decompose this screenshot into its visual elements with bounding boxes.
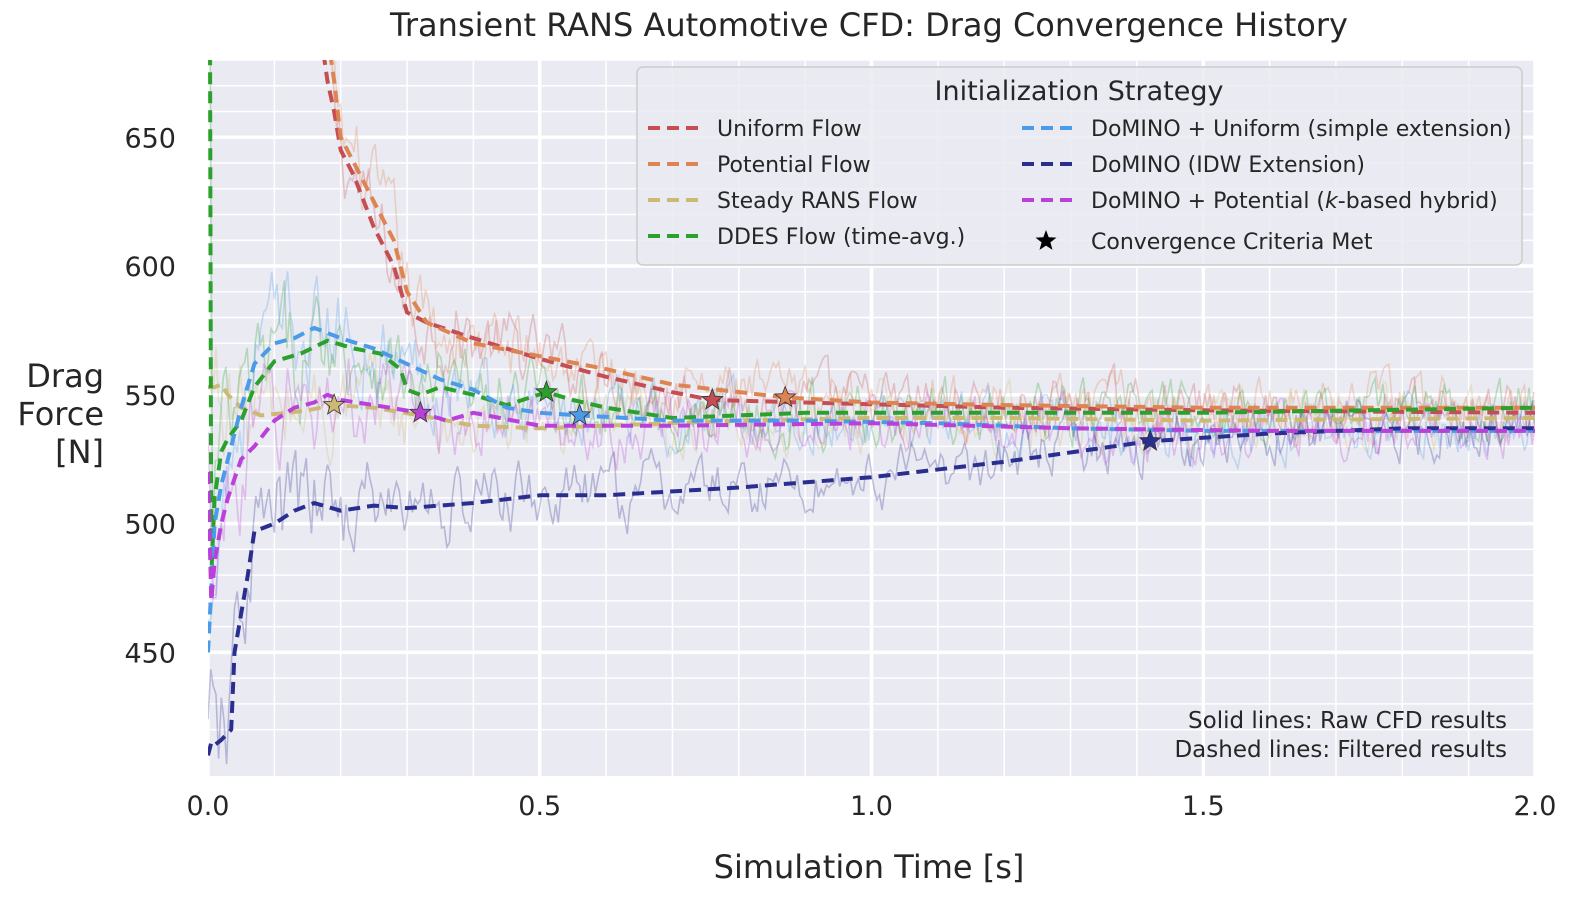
series-1-convergence-star [773, 385, 797, 408]
series-2-filtered-line [208, 382, 1535, 431]
x-tick-label: 1.0 [850, 791, 893, 822]
x-tick-label: 0.0 [187, 791, 230, 822]
x-tick-label: 1.5 [1182, 791, 1225, 822]
series-3-convergence-star [534, 380, 558, 403]
x-axis-label: Simulation Time [s] [714, 848, 1025, 886]
legend: Initialization Strategy Uniform Flow Pot… [636, 66, 1523, 266]
series-0-convergence-star [700, 387, 724, 410]
legend-label-domino-potential-b: -based hybrid) [1338, 189, 1498, 214]
legend-label-uniform: Uniform Flow [717, 117, 862, 142]
x-axis-ticks: 0.0 0.5 1.0 1.5 2.0 [187, 791, 1557, 822]
series-2-convergence-star [322, 392, 346, 415]
legend-label-steady-rans: Steady RANS Flow [717, 189, 918, 214]
y-tick-label: 550 [124, 381, 176, 412]
y-axis-label-line2: Force [17, 395, 104, 433]
y-axis-ticks: 450 500 550 600 650 [124, 123, 176, 669]
y-tick-label: 600 [124, 252, 176, 283]
legend-box [636, 66, 1523, 266]
legend-title: Initialization Strategy [935, 76, 1224, 107]
x-tick-label: 2.0 [1514, 791, 1557, 822]
y-axis-label-line1: Drag [26, 357, 104, 395]
legend-label-ddes: DDES Flow (time-avg.) [717, 225, 965, 250]
legend-label-domino-potential: DoMINO + Potential (k-based hybrid) [1091, 189, 1498, 214]
y-tick-label: 450 [124, 638, 176, 669]
series-5-convergence-star [1138, 429, 1162, 452]
y-tick-label: 500 [124, 510, 176, 541]
legend-label-convergence: Convergence Criteria Met [1091, 230, 1373, 255]
legend-label-potential: Potential Flow [717, 153, 871, 178]
annotation-raw: Solid lines: Raw CFD results [1188, 708, 1507, 734]
chart-title: Transient RANS Automotive CFD: Drag Conv… [389, 6, 1348, 44]
legend-label-domino-potential-a: DoMINO + Potential ( [1091, 189, 1325, 214]
x-tick-label: 0.5 [518, 791, 561, 822]
series-1-filtered-line [329, 60, 1535, 410]
convergence-markers [322, 380, 1162, 452]
series-6-filtered-line [208, 392, 1535, 603]
annotation-filtered: Dashed lines: Filtered results [1174, 737, 1507, 763]
legend-label-domino-uniform: DoMINO + Uniform (simple extension) [1091, 117, 1512, 142]
legend-label-domino-potential-k: k [1325, 189, 1339, 214]
series-6-convergence-star [408, 400, 432, 423]
series-5-filtered-line [208, 426, 1535, 756]
y-axis-label-line3: [N] [55, 433, 104, 471]
filtered-lines-group [208, 60, 1535, 756]
series-4-filtered-line [208, 325, 1535, 653]
series-4-convergence-star [568, 403, 592, 426]
series-0-raw-line [331, 60, 1535, 452]
legend-label-domino-idw: DoMINO (IDW Extension) [1091, 153, 1365, 178]
y-tick-label: 650 [124, 123, 176, 154]
series-3-filtered-line [208, 60, 1535, 578]
legend-star-icon [1035, 230, 1057, 250]
